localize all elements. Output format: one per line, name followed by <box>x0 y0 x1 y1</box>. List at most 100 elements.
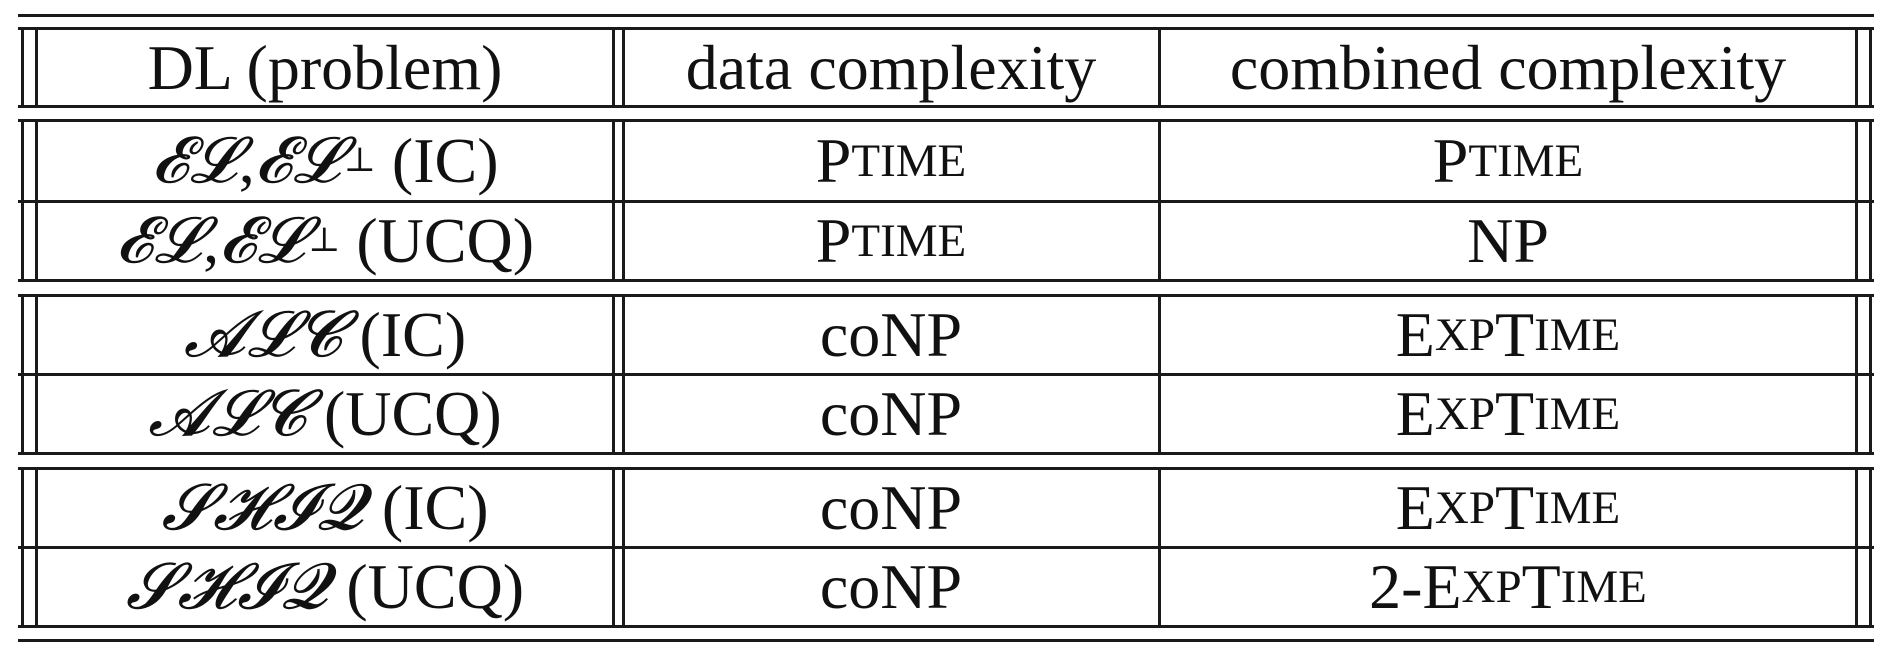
complexity-part: IME <box>1534 308 1621 361</box>
dl-name: 𝓢𝓗𝓘𝓠 <box>161 471 366 545</box>
complexity-part: T <box>1494 299 1535 370</box>
vline-left-outer <box>21 467 24 628</box>
bottom-subscript: ⊥ <box>343 142 376 179</box>
vline-right-outer <box>1869 294 1872 455</box>
problem-type: (UCQ) <box>346 551 525 622</box>
complexity-part: TIME <box>1468 134 1584 187</box>
vline-col1-b <box>622 294 625 455</box>
header-dl-problem: DL (problem) <box>147 31 503 103</box>
complexity-part: IME <box>1534 481 1621 534</box>
combined-complexity-cell: E XP T IME <box>1161 297 1855 373</box>
complexity-part: XP <box>1461 560 1522 613</box>
dl-problem-cell: 𝓢𝓗𝓘𝓠 (IC) <box>39 470 611 546</box>
data-complexity-cell: coNP <box>819 551 963 622</box>
data-complexity-cell: coNP <box>819 472 963 543</box>
vline-left-inner <box>35 467 38 628</box>
top-rule-inner <box>18 27 1874 30</box>
complexity-part: E <box>1395 472 1435 543</box>
dl-problem-cell: 𝓐𝓛𝓒 (UCQ) <box>39 376 611 452</box>
group2-rule-top <box>18 294 1874 297</box>
dl-problem-cell: 𝓐𝓛𝓒 (IC) <box>39 297 611 373</box>
data-complexity-cell: P TIME <box>624 122 1158 200</box>
complexity-part: XP <box>1434 481 1495 534</box>
complexity-part: P <box>815 125 852 196</box>
complexity-part: XP <box>1434 387 1495 440</box>
vline-col2 <box>1158 467 1161 628</box>
complexity-part: T <box>1494 472 1535 543</box>
data-complexity-cell: coNP <box>819 378 963 449</box>
complexity-part: XP <box>1434 308 1495 361</box>
combined-complexity-cell: E XP T IME <box>1161 470 1855 546</box>
group2-rule-bottom <box>18 452 1874 455</box>
problem-type: (IC) <box>359 299 467 370</box>
vline-right-outer <box>1869 27 1872 108</box>
dl-name: 𝓢𝓗𝓘𝓠 <box>125 550 331 624</box>
bottom-rule-outer <box>18 639 1874 642</box>
vline-right-outer <box>1869 467 1872 628</box>
vline-col1-b <box>622 467 625 628</box>
complexity-part: P <box>1432 125 1469 196</box>
vline-right-inner <box>1855 294 1858 455</box>
dl-problem-cell: 𝓢𝓗𝓘𝓠 (UCQ) <box>39 549 611 625</box>
top-rule-outer <box>18 14 1874 17</box>
complexity-part: TIME <box>851 134 967 187</box>
data-complexity-cell: coNP <box>819 299 963 370</box>
complexity-part: E <box>1395 299 1435 370</box>
vline-left-inner <box>35 119 38 282</box>
combined-complexity-cell: P TIME <box>1161 122 1855 200</box>
vline-col2 <box>1158 294 1161 455</box>
dl-problem-cell: 𝓔𝓛, 𝓔𝓛 ⊥ (UCQ) <box>39 203 611 279</box>
problem-type: (IC) <box>381 472 489 543</box>
complexity-part: T <box>1521 551 1561 622</box>
vline-right-inner <box>1855 119 1858 282</box>
header-rule-bottom <box>18 105 1874 108</box>
dl-name: 𝓔𝓛 <box>115 204 204 278</box>
group1-rule-bottom <box>18 279 1874 282</box>
vline-col2 <box>1158 119 1161 282</box>
vline-right-inner <box>1855 467 1858 628</box>
vline-left-outer <box>21 294 24 455</box>
combined-complexity-cell: E XP T IME <box>1161 376 1855 452</box>
complexity-part: E <box>1395 378 1435 449</box>
row-rule <box>18 373 1874 376</box>
dl-name: 𝓐𝓛𝓒 <box>148 377 308 451</box>
complexity-part: T <box>1494 378 1535 449</box>
dl-name: 𝓔𝓛 <box>151 124 239 198</box>
header-combined-complexity: combined complexity <box>1229 31 1787 103</box>
data-complexity-cell: P TIME <box>624 203 1158 279</box>
vline-col1-b <box>622 27 625 108</box>
bottom-subscript: ⊥ <box>308 222 341 259</box>
vline-left-outer <box>21 119 24 282</box>
vline-col1-a <box>612 27 615 108</box>
complexity-part: P <box>815 205 852 276</box>
complexity-part: 2-E <box>1369 551 1462 622</box>
complexity-part: IME <box>1560 560 1647 613</box>
problem-type: (UCQ) <box>323 378 502 449</box>
group1-rule-top <box>18 119 1874 122</box>
dl-separator: , <box>203 205 220 276</box>
vline-col1-a <box>612 294 615 455</box>
vline-right-outer <box>1869 119 1872 282</box>
vline-col1-a <box>612 119 615 282</box>
vline-left-inner <box>35 27 38 108</box>
dl-separator: , <box>238 125 255 196</box>
vline-col1-b <box>622 119 625 282</box>
complexity-part: IME <box>1534 387 1621 440</box>
group3-rule-top <box>18 467 1874 470</box>
dl-name: 𝓐𝓛𝓒 <box>183 298 344 372</box>
vline-right-inner <box>1855 27 1858 108</box>
combined-complexity-cell: 2-E XP T IME <box>1161 549 1855 625</box>
dl-problem-cell: 𝓔𝓛, 𝓔𝓛 ⊥ (IC) <box>39 122 611 200</box>
problem-type: (IC) <box>391 125 499 196</box>
dl-name: 𝓔𝓛 <box>219 204 307 278</box>
row-rule <box>18 546 1874 549</box>
vline-left-inner <box>35 294 38 455</box>
vline-col1-a <box>612 467 615 628</box>
bottom-rule-inner <box>18 625 1874 628</box>
complexity-part: TIME <box>851 214 967 267</box>
row-rule <box>18 200 1874 203</box>
vline-col2 <box>1158 27 1161 108</box>
dl-name: 𝓔𝓛 <box>254 124 342 198</box>
header-data-complexity: data complexity <box>685 31 1097 103</box>
